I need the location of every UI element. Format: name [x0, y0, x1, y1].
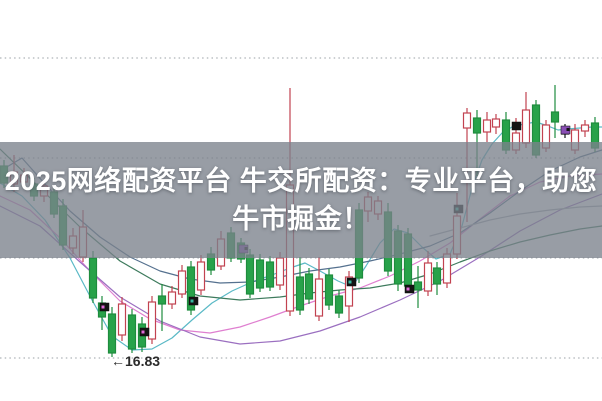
promo-banner-overlay: 2025网络配资平台 牛交所配资：专业平台，助您 牛市掘金！ — [0, 142, 602, 258]
promo-banner-text-line2: 牛市掘金！ — [232, 204, 370, 234]
promo-banner-text-line1: 2025网络配资平台 牛交所配资：专业平台，助您 — [4, 166, 598, 196]
low-price-annotation: ←16.83 — [111, 353, 160, 369]
